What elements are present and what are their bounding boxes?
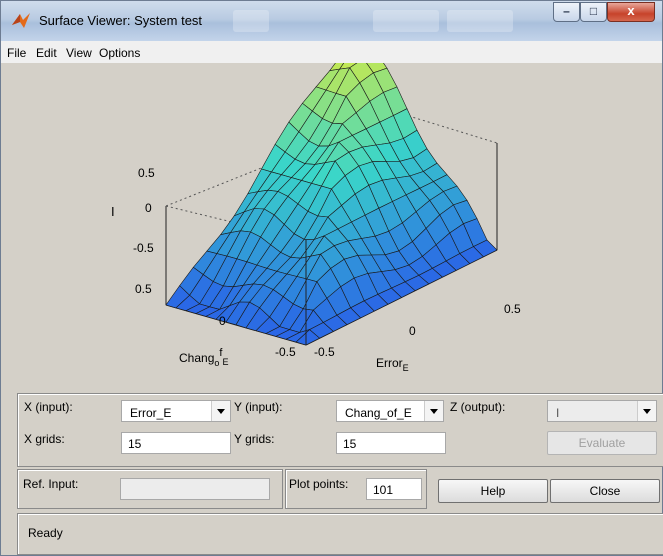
menu-file[interactable]: File: [7, 46, 27, 60]
ref-input-field[interactable]: [120, 478, 270, 500]
y-input-select[interactable]: Chang_of_E: [336, 400, 444, 422]
background-blur: [373, 10, 439, 32]
title-bar[interactable]: Surface Viewer: System test – □ x: [1, 1, 662, 41]
menu-view[interactable]: View: [66, 46, 92, 60]
plot-points-panel: Plot points: 101: [285, 469, 427, 509]
surface-mesh: [165, 30, 498, 346]
z-output-label: Z (output):: [450, 400, 506, 414]
status-bar: Ready: [17, 513, 663, 555]
x-input-select[interactable]: Error_E: [121, 400, 231, 422]
background-blur: [233, 10, 269, 32]
minimize-button[interactable]: –: [553, 2, 580, 22]
plot-area[interactable]: 0.5 0 -0.5 I 0.5 0 -0.5 -0.5 0 0.5 Chang…: [1, 30, 662, 377]
y-tick: 0: [219, 314, 226, 328]
background-blur: [447, 10, 513, 32]
matlab-icon: [12, 13, 30, 28]
help-button[interactable]: Help: [438, 479, 548, 503]
z-output-select[interactable]: I: [547, 400, 657, 422]
y-tick: 0.5: [135, 282, 152, 296]
close-window-button[interactable]: x: [607, 2, 655, 22]
ref-input-panel: Ref. Input:: [17, 469, 283, 509]
ref-input-label: Ref. Input:: [23, 477, 79, 491]
x-grids-input[interactable]: 15: [121, 432, 231, 454]
chevron-down-icon: [424, 401, 443, 421]
x-axis-label: ErrorE: [376, 356, 409, 373]
y-tick: -0.5: [275, 345, 296, 359]
close-button[interactable]: Close: [550, 479, 660, 503]
x-tick: -0.5: [314, 345, 335, 359]
variable-panel: X (input): Error_E Y (input): Chang_of_E…: [17, 393, 663, 467]
menu-bar: File Edit View Options: [1, 41, 662, 63]
menu-edit[interactable]: Edit: [36, 46, 57, 60]
maximize-button[interactable]: □: [580, 2, 607, 22]
chevron-down-icon: [637, 401, 656, 421]
x-tick: 0: [409, 324, 416, 338]
z-tick: -0.5: [133, 241, 154, 255]
y-input-label: Y (input):: [234, 400, 283, 414]
chevron-down-icon: [211, 401, 230, 421]
y-grids-input[interactable]: 15: [336, 432, 446, 454]
evaluate-button[interactable]: Evaluate: [547, 431, 657, 455]
x-grids-label: X grids:: [24, 432, 65, 446]
menu-options[interactable]: Options: [99, 46, 141, 60]
status-text: Ready: [28, 526, 63, 540]
z-tick: 0.5: [138, 166, 155, 180]
z-tick: 0: [145, 201, 152, 215]
y-axis-label: ChangofE: [179, 347, 228, 368]
window-title: Surface Viewer: System test: [39, 13, 203, 28]
y-grids-label: Y grids:: [234, 432, 275, 446]
plot-points-input[interactable]: 101: [366, 478, 422, 500]
z-axis-label: I: [111, 204, 115, 219]
x-input-label: X (input):: [24, 400, 73, 414]
surface-facet: [295, 329, 321, 346]
surface-plot[interactable]: 0.5 0 -0.5 I 0.5 0 -0.5 -0.5 0 0.5 Chang…: [1, 30, 662, 377]
plot-points-label: Plot points:: [289, 477, 349, 491]
x-tick: 0.5: [504, 302, 521, 316]
